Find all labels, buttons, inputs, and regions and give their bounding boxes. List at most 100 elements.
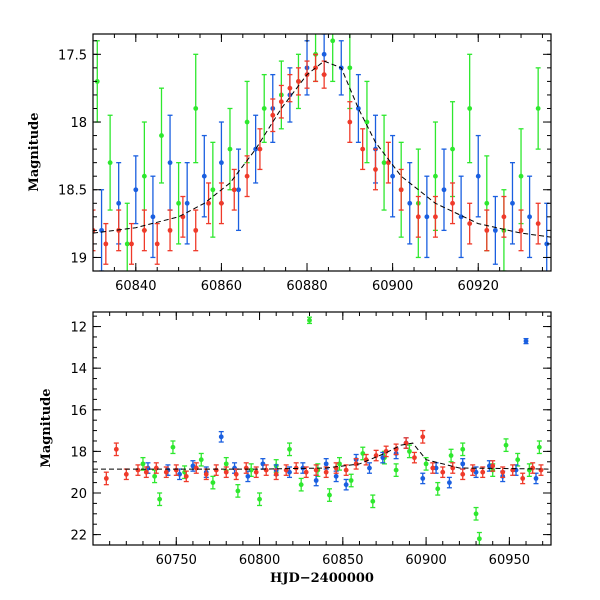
bottom-green-point	[526, 463, 532, 477]
bottom-red-point	[490, 460, 496, 472]
top-green-point	[210, 141, 216, 238]
top-green-point	[450, 101, 456, 198]
top-red-point	[501, 195, 507, 238]
bottom-red-point	[303, 466, 309, 479]
bottom-red-point	[450, 462, 456, 474]
bottom-green-point	[435, 481, 441, 496]
bottom-green-point	[503, 438, 509, 453]
top-green-point	[330, 34, 336, 83]
bottom-xtick-label: 60800	[239, 553, 280, 568]
bottom-blue-point	[533, 472, 539, 485]
bottom-red-point	[313, 464, 319, 476]
bottom-green-point	[360, 446, 366, 461]
bottom-green-point	[198, 452, 204, 467]
top-red-point	[450, 182, 456, 225]
top-blue-point	[475, 134, 481, 218]
bottom-ytick-label: 14	[70, 362, 87, 377]
bottom-red-point	[440, 466, 446, 479]
top-red-point	[432, 195, 438, 238]
top-green-point	[347, 34, 353, 110]
top-blue-point	[167, 114, 173, 211]
bottom-blue-point	[287, 466, 293, 479]
bottom-green-point	[210, 475, 216, 490]
top-green-point	[107, 114, 113, 211]
bottom-red-point	[323, 466, 329, 479]
bottom-red-point	[411, 451, 417, 464]
bottom-red-point	[460, 468, 466, 481]
bottom-green-point	[287, 442, 293, 457]
bottom-green-point	[393, 463, 399, 477]
bottom-green-point	[515, 452, 521, 467]
top-panel: 60840 60860 60880 60900 60920 17.5 18 18.5 19 Ma…	[27, 33, 552, 294]
bottom-green-point	[406, 444, 412, 459]
bottom-green-point	[370, 494, 376, 509]
top-red-point	[518, 209, 524, 252]
bottom-red-point	[183, 470, 189, 483]
bottom-green-point	[152, 469, 158, 484]
bottom-red-point	[213, 464, 219, 476]
top-green-point	[158, 87, 164, 184]
bottom-red-point	[403, 437, 409, 449]
top-panel-data	[93, 34, 551, 271]
bottom-red-point	[470, 464, 476, 476]
top-red-point	[347, 101, 353, 143]
bottom-red-point	[143, 466, 149, 479]
top-blue-point	[355, 73, 361, 143]
top-ytick-label: 18.5	[58, 184, 87, 199]
top-green-point	[244, 80, 250, 164]
top-xtick-label: 60920	[458, 279, 499, 294]
bottom-red-point	[538, 464, 544, 476]
top-blue-point	[509, 162, 515, 245]
top-green-point	[261, 73, 267, 143]
bottom-green-point	[476, 531, 482, 545]
bottom-green-point	[473, 506, 479, 521]
bottom-red-point	[223, 466, 229, 479]
top-blue-point	[390, 134, 396, 218]
bottom-xtick-label: 60850	[322, 553, 363, 568]
bottom-blue-point	[190, 460, 196, 472]
top-green-point	[227, 107, 233, 191]
bottom-xlabel: HJD−2400000	[270, 571, 374, 586]
bottom-blue-point	[343, 478, 349, 491]
bottom-xtick-label: 60900	[405, 553, 446, 568]
top-blue-point	[253, 114, 259, 184]
top-red-point	[103, 222, 109, 265]
bottom-green-point	[235, 484, 241, 498]
bottom-panel-frame	[92, 311, 552, 546]
top-green-point	[467, 53, 473, 164]
bottom-red-point	[135, 464, 141, 476]
bottom-green-point	[448, 448, 454, 463]
bottom-blue-point	[260, 458, 266, 470]
bottom-green-point	[140, 456, 146, 471]
top-blue-point	[236, 148, 242, 232]
top-green-point	[193, 53, 199, 164]
top-red-point	[270, 98, 276, 133]
top-panel-ticks: 60840 60860 60880 60900 60920 17.5 18 18.5 19	[58, 34, 551, 294]
bottom-red-point	[103, 471, 109, 486]
bottom-ytick-label: 16	[70, 404, 87, 419]
bottom-blue-point	[366, 462, 372, 474]
bottom-red-point	[520, 472, 526, 485]
bottom-green-point	[298, 477, 304, 492]
top-blue-point	[441, 148, 447, 232]
bottom-blue-point	[460, 458, 466, 470]
top-red-point	[321, 60, 327, 89]
bottom-red-point	[510, 464, 516, 476]
top-red-point	[295, 67, 301, 96]
top-blue-point	[424, 175, 430, 259]
bottom-blue-point	[523, 337, 529, 345]
top-red-point	[206, 182, 212, 225]
bottom-red-point	[253, 466, 259, 479]
top-blue-point	[458, 175, 464, 259]
bottom-red-point	[113, 442, 119, 457]
bottom-green-point	[536, 440, 542, 455]
top-green-point	[535, 67, 541, 150]
top-green-point	[364, 80, 370, 164]
top-red-point	[257, 128, 263, 171]
top-red-point	[231, 168, 237, 211]
top-red-point	[129, 222, 135, 265]
bottom-panel: 60750 60800 60850 60900 60950 12 14 16 18 20 22 Ma…	[39, 311, 552, 586]
top-blue-point	[150, 175, 156, 259]
top-blue-point	[527, 175, 533, 259]
